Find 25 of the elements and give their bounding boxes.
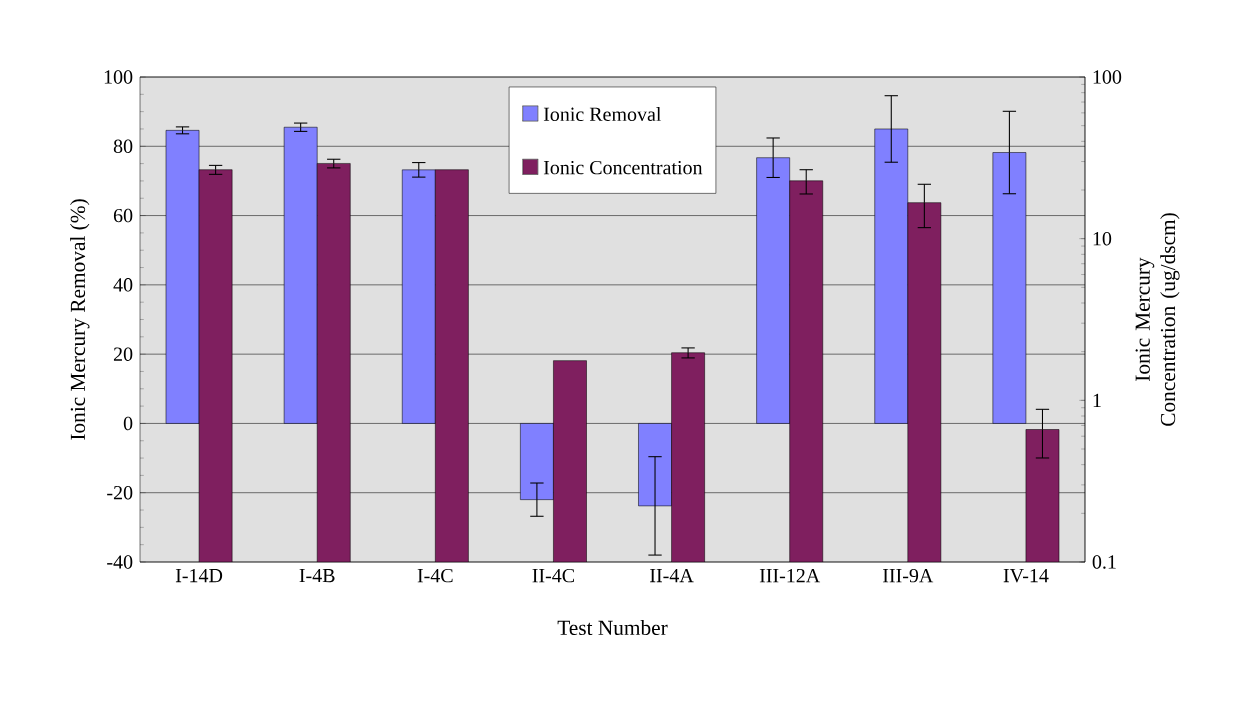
x-tick-label: III-12A	[759, 568, 821, 583]
y2-tick-label: 100	[1093, 70, 1122, 84]
y-tick-label: 60	[113, 208, 133, 223]
y-tick-label: 40	[113, 278, 133, 292]
x-tick-label: I-4C	[417, 568, 453, 583]
y-tick-label: 0	[123, 416, 133, 431]
x-tick-label: I-14D	[175, 568, 223, 583]
y-tick-label: -20	[107, 485, 133, 500]
y-tick-label: -40	[107, 555, 133, 569]
x-tick-label: II-4A	[650, 568, 694, 583]
y2-tick-label: 1	[1093, 393, 1101, 407]
y-tick-label: 80	[113, 139, 133, 154]
x-tick-label: I-4B	[299, 568, 335, 583]
y-tick-label: 100	[104, 70, 133, 84]
y-axis-title: Ionic Mercury Removal (%)	[70, 199, 90, 440]
y-tick-label: 20	[113, 347, 133, 361]
y2-axis-title: Ionic Mercury Concentration (ug/dscm)	[1135, 213, 1180, 426]
x-tick-label: IV-14	[1003, 568, 1049, 583]
y2-tick-label: 0.1	[1092, 555, 1116, 569]
x-axis-title: Test Number	[557, 620, 668, 636]
y2-tick-label: 10	[1093, 231, 1112, 246]
legend-label: Ionic Concentration	[543, 160, 703, 175]
legend-label: Ionic Removal	[543, 106, 662, 122]
x-tick-label: II-4C	[532, 568, 574, 583]
x-tick-label: III-9A	[883, 568, 934, 583]
